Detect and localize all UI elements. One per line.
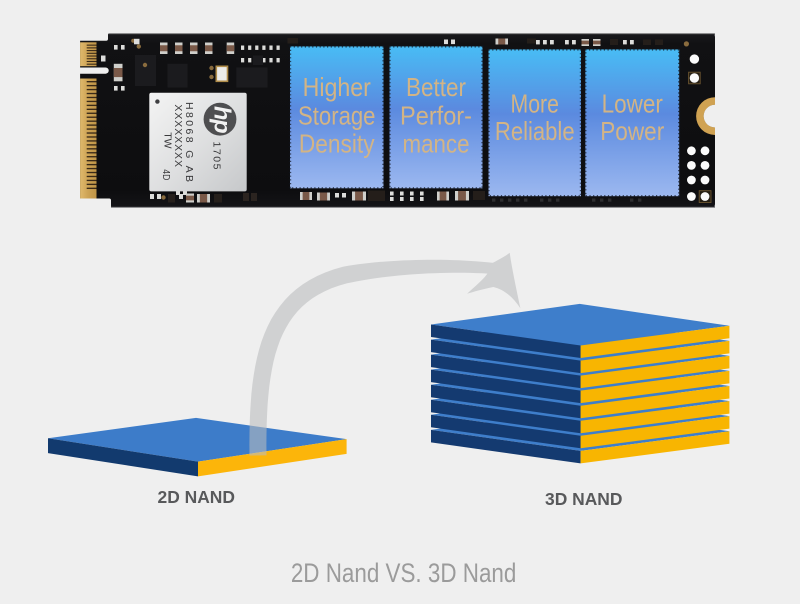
svg-text:Reliable: Reliable — [495, 116, 575, 146]
svg-text:Storage: Storage — [298, 101, 376, 131]
svg-text:3D NAND: 3D NAND — [545, 489, 623, 509]
svg-text:Better: Better — [406, 72, 466, 102]
svg-text:1705: 1705 — [210, 142, 222, 170]
svg-text:More: More — [511, 88, 559, 118]
svg-text:2D Nand VS. 3D Nand: 2D Nand VS. 3D Nand — [291, 558, 517, 588]
svg-text:Perfor-: Perfor- — [400, 101, 472, 131]
svg-text:mance: mance — [403, 129, 470, 159]
svg-text:Higher: Higher — [303, 72, 372, 102]
svg-text:H8068 G AB: H8068 G AB — [183, 102, 195, 182]
svg-text:XXXXXXXX: XXXXXXXX — [172, 104, 184, 167]
svg-text:TW: TW — [162, 132, 174, 148]
svg-text:Power: Power — [600, 116, 664, 146]
svg-text:hp: hp — [210, 106, 236, 133]
svg-text:4D: 4D — [160, 169, 172, 180]
svg-text:Density: Density — [299, 129, 375, 159]
svg-text:2D NAND: 2D NAND — [158, 487, 236, 507]
svg-text:Lower: Lower — [602, 88, 663, 118]
